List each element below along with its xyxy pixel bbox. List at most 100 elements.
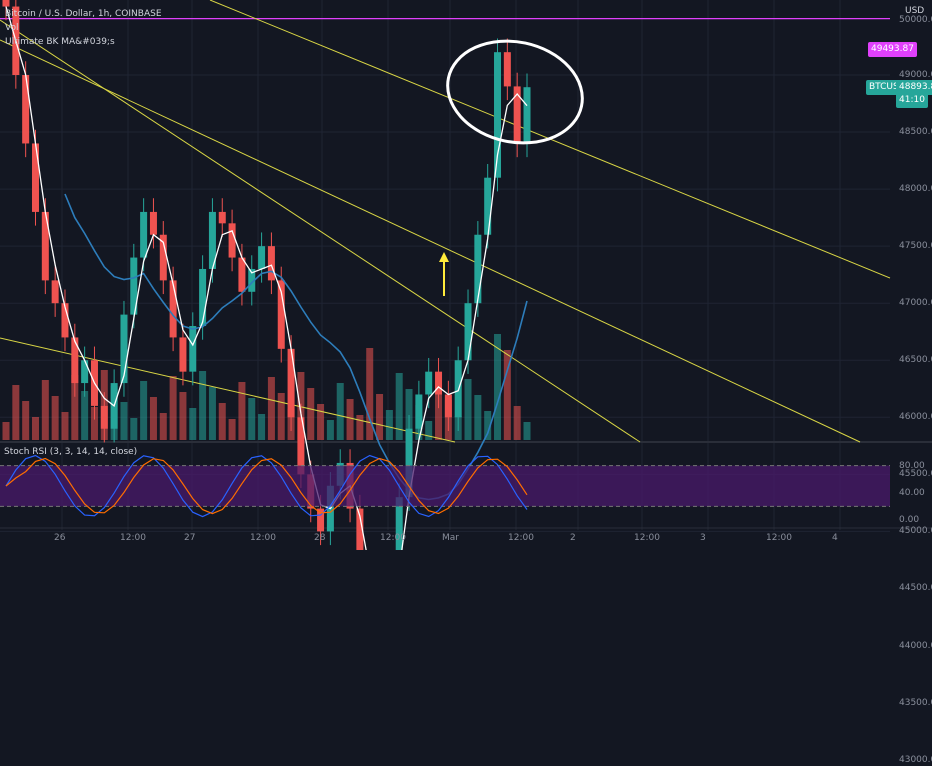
price-tick-label: 47000.00	[899, 298, 932, 309]
time-tick-label: 4	[832, 533, 838, 543]
candle-body	[208, 211, 216, 269]
volume-bar	[120, 402, 128, 440]
candle-body	[415, 394, 423, 429]
volume-bar	[208, 387, 216, 440]
volume-bar	[484, 411, 492, 440]
volume-bar	[366, 348, 374, 440]
volume-bar	[464, 379, 472, 440]
price-tick-label: 43500.00	[899, 697, 932, 708]
price-tick-label: 47500.00	[899, 241, 932, 252]
candle-body	[51, 280, 59, 304]
candle-body	[464, 303, 472, 361]
volume-bar	[405, 389, 413, 440]
time-tick-label: 12:00	[508, 533, 534, 543]
candle-body	[159, 234, 167, 281]
time-tick-label: 12:00	[766, 533, 792, 543]
volume-bar	[238, 382, 246, 440]
volume-bar	[307, 388, 315, 440]
trendlines	[0, 0, 891, 443]
time-tick-label: Mar	[442, 533, 459, 543]
candle-body	[503, 52, 511, 87]
stoch-tick-label: 0.00	[899, 515, 920, 525]
time-tick-label: 12:00	[380, 533, 406, 543]
price-tick-label: 48500.00	[899, 127, 932, 138]
volume-bar	[130, 418, 138, 440]
stoch-d-line	[5, 457, 528, 515]
price-chart	[0, 0, 932, 550]
candle-body	[149, 211, 157, 235]
volume-bar	[179, 392, 187, 440]
candle-body	[484, 177, 492, 235]
candle-body	[277, 280, 285, 349]
candle-body	[130, 257, 138, 315]
volume-bar	[336, 383, 344, 440]
candle-body	[169, 280, 177, 338]
candle-body	[395, 497, 403, 550]
candle-body	[248, 268, 256, 292]
volume-bar	[248, 398, 256, 440]
price-tick-label: 50000.00	[899, 15, 932, 25]
time-tick-label: 2	[570, 533, 576, 543]
candle-body	[81, 360, 89, 384]
volume-bar	[385, 410, 393, 440]
stoch-tick-label: 80.00	[899, 460, 925, 471]
volume-label: Vol	[5, 23, 19, 33]
candle-body	[435, 371, 443, 395]
currency-label: USD	[905, 6, 925, 16]
time-tick-label: 27	[184, 533, 196, 543]
volume-bar	[189, 408, 197, 440]
volume-bar	[474, 395, 482, 440]
volume-bar	[41, 380, 49, 440]
resistance-price-tag: 49493.87	[868, 42, 917, 57]
candle-body	[189, 326, 197, 372]
volume-bar	[503, 350, 511, 440]
fast-ma-line	[5, 6, 528, 550]
volume-bar	[435, 384, 443, 440]
price-tick-label: 48000.00	[899, 184, 932, 195]
price-tick-label: 45500.00	[899, 469, 932, 480]
price-tick-label: 43000.00	[899, 754, 932, 765]
time-tick-label: 26	[54, 533, 66, 543]
volume-bar	[376, 394, 384, 440]
candle-body	[513, 86, 521, 144]
volume-bar	[425, 421, 433, 440]
candle-body	[100, 405, 108, 429]
candle-body	[287, 348, 295, 418]
time-tick-label: 12:00	[250, 533, 276, 543]
time-tick-label: 3	[700, 533, 706, 543]
time-tick-label: 12:00	[634, 533, 660, 543]
annotation-circle	[446, 39, 584, 145]
volume-bar	[395, 373, 403, 440]
volume-bar	[523, 422, 531, 440]
candle-body	[22, 75, 30, 144]
candle-body	[267, 246, 275, 281]
stoch-band	[0, 465, 890, 507]
stoch-label: Stoch RSI (3, 3, 14, 14, close)	[4, 447, 138, 457]
candle-body	[474, 234, 482, 304]
time-tick-label: 28	[314, 533, 326, 543]
countdown-tag: 41:10	[896, 93, 928, 108]
price-tick-label: 46000.00	[899, 412, 932, 423]
stoch-rsi-pane	[0, 454, 890, 518]
candle-body	[199, 268, 207, 327]
breakout-arrow-head	[439, 252, 449, 262]
volume-bar	[326, 420, 334, 440]
volume-bar	[277, 393, 285, 440]
price-tick-label: 45000.00	[899, 526, 932, 537]
volume-bar	[31, 417, 39, 440]
trendline	[0, 39, 861, 443]
candle-body	[523, 87, 531, 144]
volume-bars	[2, 334, 531, 440]
candle-body	[228, 223, 236, 258]
volume-bar	[2, 422, 10, 440]
last-price-tag: 48893.87	[896, 80, 932, 95]
volume-bar	[356, 415, 364, 440]
volume-bar	[159, 413, 167, 440]
indicator-label: Ultimate BK MA&#039;s	[5, 37, 115, 47]
candle-body	[356, 508, 364, 550]
candle-body	[317, 508, 325, 532]
candle-body	[140, 211, 148, 258]
candle-body	[71, 337, 79, 384]
chart-grid	[0, 0, 932, 532]
candle-body	[31, 143, 39, 212]
